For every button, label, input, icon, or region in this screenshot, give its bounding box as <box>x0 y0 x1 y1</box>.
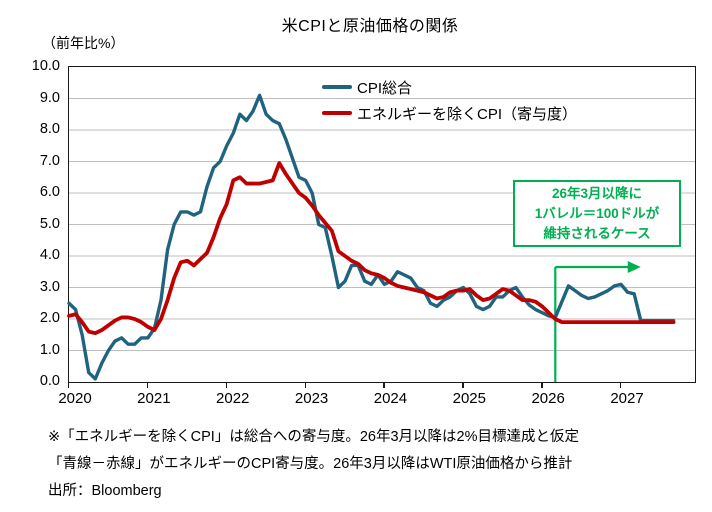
x-axis-tick-label: 2024 <box>373 390 408 407</box>
legend: CPI総合 エネルギーを除くCPI（寄与度） <box>322 74 577 126</box>
footnotes: ※「エネルギーを除くCPI」は総合への寄与度。26年3月以降は2%目標達成と仮定… <box>48 424 579 505</box>
x-axis-tick-mark <box>541 382 543 388</box>
y-axis-tick-label: 9.0 <box>39 89 60 106</box>
x-axis-tick-mark <box>383 382 385 388</box>
x-axis-tick-mark <box>225 382 228 388</box>
x-axis-tick-label: 2020 <box>58 390 92 407</box>
annotation-line-1: 26年3月以降に <box>551 185 643 201</box>
legend-item-cpi-total: CPI総合 <box>322 74 577 100</box>
legend-item-cpi-ex-energy: エネルギーを除くCPI（寄与度） <box>322 100 577 126</box>
scenario-arrow-head-icon <box>627 261 641 274</box>
y-axis-tick-label: 8.0 <box>39 121 60 137</box>
x-axis-tick-mark <box>620 382 622 388</box>
source-note: 出所：Bloomberg <box>48 483 162 499</box>
footnote-line-1: ※「エネルギーを除くCPI」は総合への寄与度。26年3月以降は2%目標達成と仮定 <box>48 429 579 445</box>
y-axis-tick-label: 4.0 <box>39 247 60 263</box>
annotation-line-2: 1バレル＝100ドルが <box>534 205 660 221</box>
x-axis-tick-mark <box>68 382 70 388</box>
y-axis-tick-label: 6.0 <box>39 184 60 200</box>
chart-title: 米CPIと原油価格の関係 <box>281 18 459 35</box>
legend-line-swatch-red <box>322 111 352 115</box>
x-axis-tick-label: 2022 <box>216 390 250 407</box>
legend-line-swatch-blue <box>322 85 352 89</box>
annotation-box: 26年3月以降に 1バレル＝100ドルが 維持されるケース <box>513 180 681 247</box>
x-axis-tick-label: 2025 <box>452 390 486 407</box>
series-line-cpi-total <box>67 93 676 381</box>
x-axis-tick-label: 2027 <box>610 390 644 407</box>
y-axis-tick-label: 7.0 <box>39 152 60 169</box>
x-axis-tick-label: 2021 <box>137 390 171 407</box>
legend-label: CPI総合 <box>357 79 413 97</box>
y-axis-unit-label: （前年比%） <box>42 35 125 51</box>
y-axis-tick-label: 2.0 <box>39 310 60 326</box>
x-axis-tick-mark <box>304 382 306 388</box>
series-line-cpi-ex-energy <box>67 161 676 336</box>
legend-label: エネルギーを除くCPI（寄与度） <box>357 105 578 123</box>
x-axis-tick-label: 2026 <box>531 390 565 407</box>
footnote-line-2: 「青線－赤線」がエネルギーのCPI寄与度。26年3月以降はWTI原油価格から推計 <box>48 456 573 472</box>
x-axis-tick-mark <box>462 382 464 388</box>
y-axis-tick-label: 3.0 <box>39 278 60 295</box>
x-axis-tick-mark <box>146 382 149 388</box>
y-axis-tick-label: 1.0 <box>39 341 60 358</box>
y-axis-tick-label: 5.0 <box>39 215 60 232</box>
y-axis-tick-label: 10.0 <box>31 58 60 74</box>
y-axis-tick-label: 0.0 <box>39 373 60 389</box>
annotation-line-3: 維持されるケース <box>543 225 651 241</box>
x-axis-tick-label: 2023 <box>294 390 329 407</box>
